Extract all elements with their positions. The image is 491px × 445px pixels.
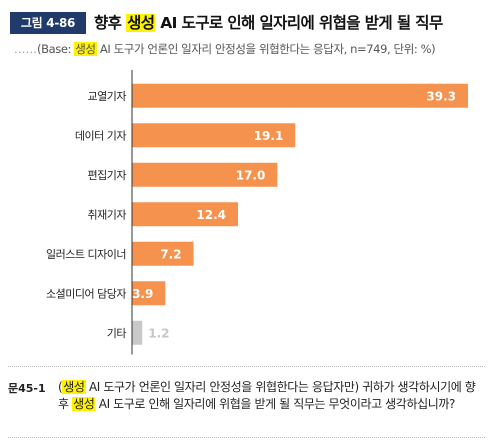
bar xyxy=(132,162,278,187)
footer-divider-bottom xyxy=(8,437,485,438)
subtitle-post: AI 도구가 언론인 일자리 안정성을 위협한다는 응답자, n=749, 단위… xyxy=(96,42,436,56)
value-label: 39.3 xyxy=(426,89,456,103)
value-label: 1.2 xyxy=(148,326,169,340)
question-mid: AI 도구가 언론인 일자리 안정성을 위협한다는 응답자만) 귀하가 생각하시… xyxy=(58,380,476,411)
figure-header: 그림 4-86 향후 생성 AI 도구로 인해 일자리에 위협을 받게 될 직무 xyxy=(10,10,485,36)
value-label: 17.0 xyxy=(236,168,266,182)
subtitle-highlight: 생성 xyxy=(74,42,97,56)
category-label: 데이터 기자 xyxy=(75,129,126,142)
category-label: 취재기자 xyxy=(88,208,127,221)
category-label: 일러스트 디자이너 xyxy=(46,247,126,261)
bar xyxy=(132,83,469,108)
footer-divider xyxy=(8,366,485,367)
value-label: 12.4 xyxy=(196,208,226,222)
category-label: 기타 xyxy=(107,327,127,340)
title-text-post: AI 도구로 인해 일자리에 위협을 받게 될 직무 xyxy=(155,14,443,32)
question-highlight-1: 생성 xyxy=(62,380,86,394)
value-label: 19.1 xyxy=(254,129,284,143)
subtitle-dots: …… xyxy=(14,42,37,56)
title-highlight: 생성 xyxy=(126,14,156,32)
value-label: 3.9 xyxy=(132,287,153,301)
category-label: 교열기자 xyxy=(88,90,127,103)
question-pre: ( xyxy=(58,380,63,394)
question-post: AI 도구로 인해 일자리에 위협을 받게 될 직무는 무엇이라고 생각하십니까… xyxy=(95,397,456,411)
question-highlight-2: 생성 xyxy=(72,397,96,411)
value-label: 7.2 xyxy=(160,247,181,261)
bar xyxy=(132,202,239,227)
question-number: 문45-1 xyxy=(8,382,46,395)
figure-number-badge: 그림 4-86 xyxy=(10,12,86,34)
figure-title: 향후 생성 AI 도구로 인해 일자리에 위협을 받게 될 직무 xyxy=(94,10,443,36)
bar-chart: 교열기자 39.3 데이터 기자 19.1 편집기자 17.0 취재기자 12.4 일러스트 디… xyxy=(0,62,491,362)
bar xyxy=(132,241,194,266)
bar xyxy=(132,281,166,306)
figure-subtitle: ……(Base: 생성 AI 도구가 언론인 일자리 안정성을 위협한다는 응답… xyxy=(14,40,436,58)
bar-chart-svg: 교열기자 39.3 데이터 기자 19.1 편집기자 17.0 취재기자 12.4 일러스트 디… xyxy=(46,70,469,355)
bar xyxy=(132,123,296,148)
subtitle-pre: (Base: xyxy=(37,42,75,56)
title-text-pre: 향후 xyxy=(94,14,127,32)
category-label: 소셜미디어 담당자 xyxy=(46,287,126,300)
bar xyxy=(132,320,143,345)
category-label: 편집기자 xyxy=(88,169,127,182)
question-text: (생성 AI 도구가 언론인 일자리 안정성을 위협한다는 응답자만) 귀하가 … xyxy=(58,379,483,413)
